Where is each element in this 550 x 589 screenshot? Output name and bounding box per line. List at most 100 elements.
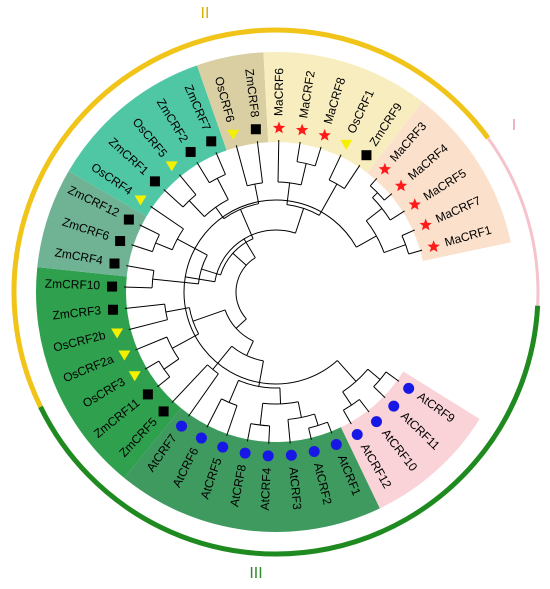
tree-branch xyxy=(206,398,222,428)
circle-icon xyxy=(262,450,274,462)
clade-band-pink xyxy=(340,371,480,509)
tree-branch-arc xyxy=(369,185,385,201)
tree-branch xyxy=(124,303,165,309)
triangle-icon xyxy=(340,139,353,150)
tree-branch xyxy=(318,183,338,216)
tree-branch xyxy=(215,206,225,219)
circle-icon xyxy=(217,441,229,453)
tree-branch xyxy=(150,205,184,230)
clade-arc-iii xyxy=(38,305,541,557)
tree-branches xyxy=(124,140,423,444)
tree-branch xyxy=(185,276,215,283)
tree-branch xyxy=(372,192,378,198)
star-icon xyxy=(427,240,440,253)
circle-icon xyxy=(370,416,382,428)
clade-band-mint xyxy=(68,65,227,217)
leaf-label: ZmCRF10 xyxy=(45,277,101,293)
tree-branch xyxy=(296,141,301,162)
tree-branch xyxy=(342,409,352,425)
tree-branch xyxy=(383,244,406,254)
tree-branch-arc xyxy=(235,257,256,320)
tree-branch xyxy=(139,224,160,236)
square-icon xyxy=(107,304,118,315)
clade-bands xyxy=(35,52,511,533)
triangle-icon xyxy=(227,129,240,140)
square-icon xyxy=(361,150,372,161)
star-icon xyxy=(394,179,408,192)
square-icon xyxy=(109,258,120,269)
circle-icon xyxy=(403,382,415,394)
tree-branch xyxy=(356,235,377,248)
square-icon xyxy=(185,146,196,157)
tree-branch-arc xyxy=(164,304,168,320)
tree-branch xyxy=(228,380,239,403)
tree-branch xyxy=(287,419,291,444)
tree-branch xyxy=(131,244,153,253)
clade-band-teal xyxy=(37,171,147,277)
clade-numeral-iii: III xyxy=(249,565,262,582)
square-icon xyxy=(115,236,126,247)
circle-icon xyxy=(330,439,342,451)
tree-branch xyxy=(177,238,208,256)
tree-branch xyxy=(235,318,247,329)
tree-branch xyxy=(369,177,378,187)
triangle-icon xyxy=(128,371,141,382)
tree-branch xyxy=(314,146,322,167)
tree-branch xyxy=(365,207,383,222)
star-icon xyxy=(419,218,432,231)
tree-branch-arc xyxy=(224,309,254,342)
tree-branch xyxy=(343,164,361,189)
tree-branch xyxy=(246,423,252,442)
clade-numeral-i: I xyxy=(512,117,516,134)
tree-branch xyxy=(156,376,171,388)
tree-branch xyxy=(188,373,219,417)
clade-arc-ii xyxy=(11,27,490,408)
tree-branch-arc xyxy=(308,421,328,429)
tree-branch xyxy=(328,154,342,181)
tree-branch xyxy=(235,145,248,186)
tree-branch xyxy=(201,268,221,276)
tree-branch xyxy=(389,210,405,221)
tree-branch-arc xyxy=(166,336,180,360)
tree-branch xyxy=(327,422,333,434)
tree-branch xyxy=(401,229,415,237)
tree-branch xyxy=(128,319,168,331)
tree-branch xyxy=(358,399,370,413)
star-icon xyxy=(295,123,309,136)
tree-branch xyxy=(268,425,271,444)
tree-branch xyxy=(196,161,210,183)
tree-branch xyxy=(385,371,400,382)
tree-branch xyxy=(188,200,205,217)
tree-branch xyxy=(277,140,280,183)
tree-branch xyxy=(144,360,160,370)
tree-branch xyxy=(286,182,291,205)
tree-branch-arc xyxy=(188,307,200,335)
circle-icon xyxy=(308,445,320,457)
circle-icon xyxy=(388,400,400,412)
triangle-icon xyxy=(134,195,147,206)
tree-branch-arc xyxy=(209,173,226,184)
tree-branch xyxy=(192,309,226,322)
tree-branch xyxy=(216,178,229,200)
clade-arcs xyxy=(11,27,541,557)
tree-branch xyxy=(246,340,254,356)
tree-branch xyxy=(178,174,197,196)
tree-branch xyxy=(294,208,305,234)
tree-branch-arc xyxy=(287,413,315,420)
square-icon xyxy=(149,176,160,187)
tree-branch xyxy=(172,333,199,349)
clade-numeral-ii: II xyxy=(201,5,210,22)
star-icon xyxy=(272,121,286,134)
leaf-label: ZmCRF8 xyxy=(242,68,262,118)
tree-branch xyxy=(239,209,254,239)
triangle-icon xyxy=(111,328,124,339)
tree-branch xyxy=(254,183,260,204)
tree-branch xyxy=(367,368,381,380)
leaf-label: AtCRF3 xyxy=(286,466,304,510)
tree-branch xyxy=(124,286,153,289)
tree-branch xyxy=(243,238,256,259)
tree-branch-arc xyxy=(183,199,357,385)
tree-branch xyxy=(171,364,208,404)
